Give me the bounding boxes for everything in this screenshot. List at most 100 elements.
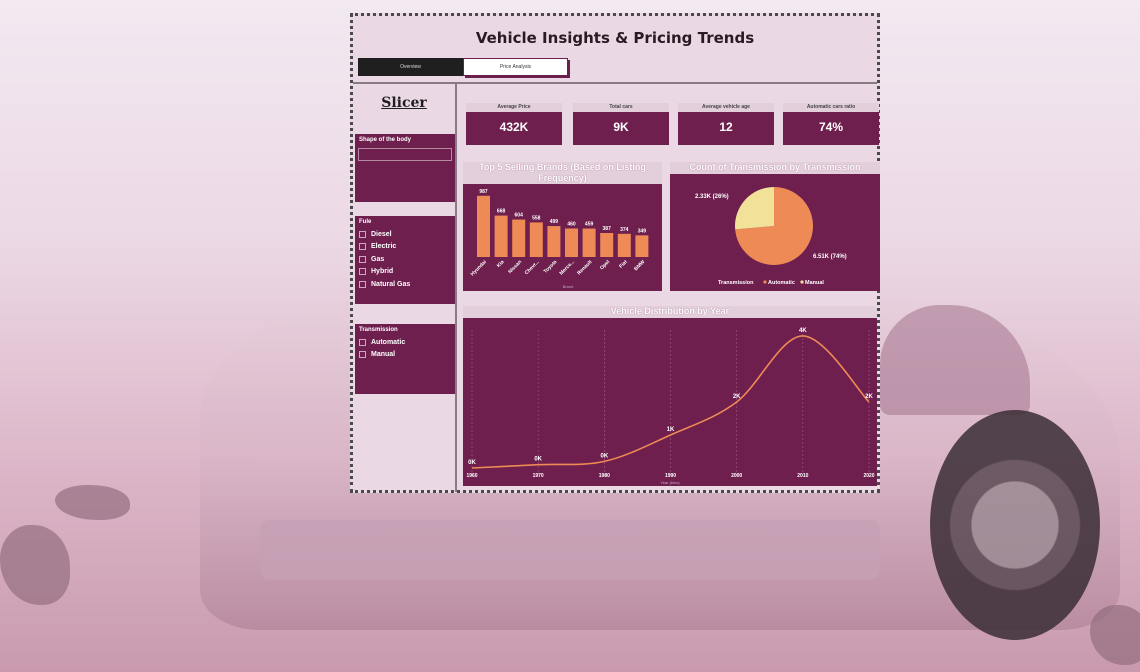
x-tick-label: Merce... — [559, 259, 577, 277]
checkbox[interactable] — [359, 338, 366, 346]
transmission-option-automatic[interactable]: Automatic — [355, 336, 455, 349]
fuel-option-natural-gas[interactable]: Natural Gas — [355, 278, 455, 291]
bar[interactable] — [617, 233, 631, 257]
point-data-label: 4K — [799, 328, 807, 334]
option-label: Automatic — [371, 338, 406, 346]
car-window-shape — [880, 305, 1030, 415]
kpi-automatic-cars-ratio: Automatic cars ratio 74% — [783, 103, 879, 145]
slicer-title: Slicer — [381, 95, 427, 111]
bar-data-label: 387 — [603, 226, 612, 232]
checkbox[interactable] — [359, 230, 366, 238]
x-tick-label: Kia — [496, 259, 506, 269]
x-tick-label: Renault — [576, 259, 593, 276]
x-tick-label: 1990 — [665, 473, 676, 479]
kpi-label: Average Price — [466, 103, 562, 112]
x-tick-label: 2000 — [731, 473, 742, 479]
rock-shape — [0, 525, 70, 605]
bar[interactable] — [529, 222, 543, 257]
legend-marker — [800, 280, 804, 284]
dashboard-canvas: Vehicle Insights & Pricing Trends Overvi… — [350, 13, 880, 493]
bar[interactable] — [547, 226, 561, 257]
legend-automatic[interactable]: Automatic — [768, 280, 795, 286]
x-tick-label: 1980 — [599, 473, 610, 479]
body-shape-slicer: Shape of the body — [355, 134, 455, 202]
chart-title: Count of Transmission by Transmission — [670, 162, 880, 174]
chart-title: Vehicle Distribution by Year — [463, 306, 877, 318]
bar[interactable] — [494, 215, 508, 257]
body-shape-dropdown[interactable] — [358, 148, 452, 161]
fuel-option-hybrid[interactable]: Hybrid — [355, 266, 455, 279]
rock-shape — [1090, 605, 1140, 665]
checkbox[interactable] — [359, 280, 366, 288]
checkbox[interactable] — [359, 268, 366, 276]
kpi-average-vehicle-age: Average vehicle age 12 — [678, 103, 774, 145]
point-data-label: 0K — [600, 453, 608, 459]
transmission-pie-panel: Count of Transmission by Transmission 6.… — [670, 162, 880, 291]
x-tick-label: Toyota — [543, 259, 559, 275]
kpi-label: Total cars — [573, 103, 669, 112]
bar[interactable] — [512, 219, 526, 257]
tab-price-analysis[interactable]: Price Analysis — [463, 58, 568, 76]
year-distribution-panel: Vehicle Distribution by Year 0K 1960 0K 197… — [463, 306, 877, 486]
bar-data-label: 499 — [550, 219, 559, 225]
pie-slice[interactable] — [735, 187, 813, 265]
transmission-option-manual[interactable]: Manual — [355, 349, 455, 362]
slice-data-label: 2.33K (26%) — [695, 194, 729, 200]
x-tick-label: Fiat — [618, 259, 629, 270]
bar[interactable] — [582, 228, 596, 257]
option-label: Natural Gas — [371, 280, 411, 288]
fuel-option-gas[interactable]: Gas — [355, 253, 455, 266]
fuel-option-electric[interactable]: Electric — [355, 241, 455, 254]
header: Vehicle Insights & Pricing Trends Overvi… — [353, 16, 877, 82]
bar[interactable] — [477, 195, 490, 257]
pie-slice[interactable] — [735, 187, 774, 230]
x-tick-label: BMW — [633, 259, 646, 272]
bar[interactable] — [600, 233, 614, 257]
car-grille-shape — [260, 520, 880, 580]
checkbox[interactable] — [359, 351, 366, 359]
chart-title-text: Top 5 Selling Brands (Based on Listing F… — [479, 162, 646, 183]
kpi-total-cars: Total cars 9K — [573, 103, 669, 145]
kpi-value: 74% — [818, 120, 844, 134]
x-axis-label: Year (bins) — [660, 480, 680, 485]
slicer-header: Shape of the body — [359, 137, 412, 143]
top-brands-chart-panel: Top 5 Selling Brands (Based on Listing F… — [463, 162, 662, 291]
chart-title-text: Vehicle Distribution by Year — [610, 306, 730, 316]
sidebar-divider — [455, 84, 457, 492]
x-tick-label: Nissan — [507, 259, 523, 275]
option-label: Hybrid — [371, 268, 394, 276]
line-chart: 0K 1960 0K 1970 0K 1980 1K 1990 2K 2000 4K 2010 2K 20… — [466, 328, 874, 485]
option-label: Manual — [371, 351, 396, 359]
kpi-value: 432K — [499, 120, 529, 134]
bar-data-label: 558 — [532, 215, 541, 221]
kpi-label: Automatic cars ratio — [783, 103, 879, 112]
kpi-value: 12 — [719, 120, 733, 134]
checkbox[interactable] — [359, 243, 366, 251]
legend-manual[interactable]: Manual — [805, 280, 824, 286]
x-tick-label: Hyundai — [470, 259, 489, 278]
series-line[interactable] — [471, 335, 870, 469]
bar[interactable] — [635, 235, 649, 257]
bar-data-label: 668 — [497, 209, 506, 215]
x-tick-label: 2020 — [863, 473, 874, 479]
checkbox[interactable] — [359, 255, 366, 263]
fuel-option-diesel[interactable]: Diesel — [355, 228, 455, 241]
bar-data-label: 604 — [515, 213, 524, 219]
x-tick-label: 1970 — [533, 473, 544, 479]
bar[interactable] — [565, 228, 578, 257]
car-wheel-shape — [930, 410, 1100, 640]
point-data-label: 1K — [667, 427, 675, 433]
point-data-label: 2K — [733, 394, 741, 400]
tab-overview[interactable]: Overview — [358, 58, 463, 76]
point-data-label: 2K — [865, 394, 873, 400]
pie-chart: 6.51K (74%) 2.33K (26%) Transmission Automa… — [695, 187, 847, 286]
x-tick-label: 2010 — [797, 473, 808, 479]
slicer-header: Fule — [359, 219, 372, 225]
x-axis-label: Brand — [563, 284, 574, 289]
option-label: Electric — [371, 243, 397, 251]
chart-title: Top 5 Selling Brands (Based on Listing F… — [463, 162, 662, 184]
chart-title-text: Count of Transmission by Transmission — [689, 162, 861, 172]
bar-data-label: 374 — [620, 227, 629, 233]
bar-data-label: 460 — [567, 221, 576, 227]
point-data-label: 0K — [468, 460, 476, 466]
